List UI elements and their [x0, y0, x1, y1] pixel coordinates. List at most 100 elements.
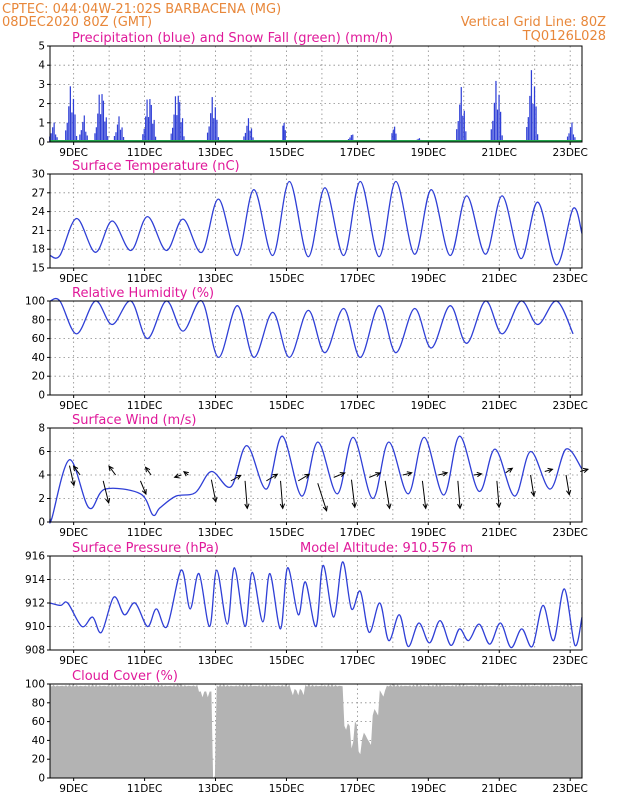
- x-tick-label: 23DEC: [552, 273, 587, 285]
- y-tick-label: 5: [38, 41, 45, 53]
- wind-arrowhead: [72, 465, 79, 472]
- precip-bar: [83, 115, 85, 142]
- precip-bar: [457, 121, 459, 142]
- x-tick-label: 9DEC: [59, 147, 88, 159]
- precip-bar: [102, 100, 105, 142]
- precip-bar: [456, 129, 458, 142]
- precip-bar: [499, 111, 502, 142]
- x-tick-label: 23DEC: [552, 527, 587, 539]
- header-location: CPTEC: 044:04W-21:02S BARBACENA (MG): [2, 2, 281, 17]
- x-tick-label: 11DEC: [127, 147, 162, 159]
- precip-bar: [246, 125, 248, 142]
- y-tick-label: 100: [25, 296, 45, 308]
- precip-bar: [533, 86, 536, 142]
- x-tick-label: 21DEC: [482, 400, 517, 412]
- wind-arrowhead: [322, 505, 328, 512]
- precip-bar: [74, 114, 76, 142]
- precip-bar: [282, 125, 284, 142]
- humidity-panel: Relative Humidity (%) 0 20 40 60 80 100 9DEC 11D…: [25, 286, 588, 412]
- wind-arrowhead: [582, 467, 590, 473]
- precip-bar: [527, 117, 529, 142]
- precip-bar: [116, 124, 119, 142]
- pressure-title: Surface Pressure (hPa): [72, 541, 219, 556]
- precip-bar: [86, 135, 88, 142]
- wind-arrow: [73, 465, 81, 476]
- wind-arrowhead: [105, 497, 111, 504]
- y-tick-label: 2: [38, 98, 45, 110]
- precip-bar: [349, 137, 351, 142]
- x-tick-label: 13DEC: [198, 400, 233, 412]
- temperature-title: Surface Temperature (nC): [72, 159, 240, 174]
- precip-bar: [206, 132, 209, 142]
- wind-arrow: [69, 465, 75, 486]
- wind-title: Surface Wind (m/s): [72, 413, 196, 428]
- wind-arrow: [102, 480, 110, 503]
- humidity-title: Relative Humidity (%): [72, 286, 214, 301]
- precip-bar: [526, 127, 528, 142]
- precip-bar: [217, 137, 220, 142]
- wind-arrow: [317, 483, 328, 511]
- precip-bar: [170, 133, 172, 142]
- y-tick-label: 4: [38, 60, 45, 72]
- wind-arrowhead: [476, 471, 483, 478]
- wind-arrow: [298, 473, 310, 482]
- wind-arrowhead: [547, 467, 554, 473]
- y-tick-label: 20: [32, 371, 45, 383]
- precip-bar: [247, 118, 250, 142]
- precip-bar: [105, 117, 107, 142]
- precip-bar: [150, 104, 152, 142]
- y-tick-label: 40: [32, 735, 45, 747]
- precip-bar: [490, 129, 492, 142]
- precip-bar: [250, 128, 253, 142]
- precip-bar: [149, 99, 151, 142]
- x-tick-label: 19DEC: [411, 273, 446, 285]
- y-tick-label: 18: [32, 244, 45, 256]
- precip-bar: [80, 130, 82, 142]
- x-tick-label: 9DEC: [59, 273, 88, 285]
- precip-bar: [79, 134, 81, 142]
- wind-arrowhead: [183, 471, 189, 477]
- precip-bar: [66, 122, 68, 142]
- wind-arrow: [505, 467, 513, 474]
- precip-bar: [101, 94, 103, 142]
- y-tick-label: 1: [38, 117, 45, 129]
- precip-bar: [146, 99, 148, 142]
- wind-arrowhead: [457, 503, 463, 510]
- humidity-line: [49, 297, 574, 359]
- wind-arrow: [565, 474, 570, 495]
- x-tick-label: 17DEC: [340, 273, 375, 285]
- wind-arrowhead: [304, 473, 311, 479]
- y-tick-label: 100: [25, 679, 45, 691]
- precip-bar: [71, 112, 73, 142]
- wind-arrowhead: [235, 474, 242, 480]
- temperature-frame: [49, 173, 583, 269]
- precip-bar: [143, 128, 145, 142]
- y-tick-label: 20: [32, 754, 45, 766]
- x-tick-label: 19DEC: [411, 400, 446, 412]
- x-tick-label: 19DEC: [411, 655, 446, 667]
- temperature-line: [49, 180, 583, 266]
- precip-bar: [391, 133, 393, 142]
- x-tick-label: 13DEC: [198, 527, 233, 539]
- precipitation-title: Precipitation (blue) and Snow Fall (gree…: [72, 31, 393, 46]
- x-tick-label: 11DEC: [127, 273, 162, 285]
- wind-arrowhead: [144, 466, 151, 473]
- humidity-frame: [49, 300, 583, 396]
- wind-arrowhead: [141, 489, 147, 496]
- precip-bar: [571, 122, 573, 142]
- precip-bar: [252, 137, 254, 142]
- y-tick-label: 80: [32, 697, 45, 709]
- precip-bar: [283, 122, 285, 142]
- x-tick-label: 17DEC: [340, 527, 375, 539]
- wind-line: [49, 435, 583, 524]
- y-tick-label: 0: [38, 390, 45, 402]
- precip-bar: [459, 104, 461, 142]
- x-tick-label: 15DEC: [269, 273, 304, 285]
- precip-bar: [492, 120, 494, 142]
- x-tick-label: 15DEC: [269, 783, 304, 795]
- x-tick-label: 21DEC: [482, 783, 517, 795]
- y-tick-label: 2: [38, 493, 45, 505]
- precip-bar: [68, 106, 70, 142]
- wind-arrow: [457, 480, 461, 509]
- x-tick-label: 21DEC: [482, 527, 517, 539]
